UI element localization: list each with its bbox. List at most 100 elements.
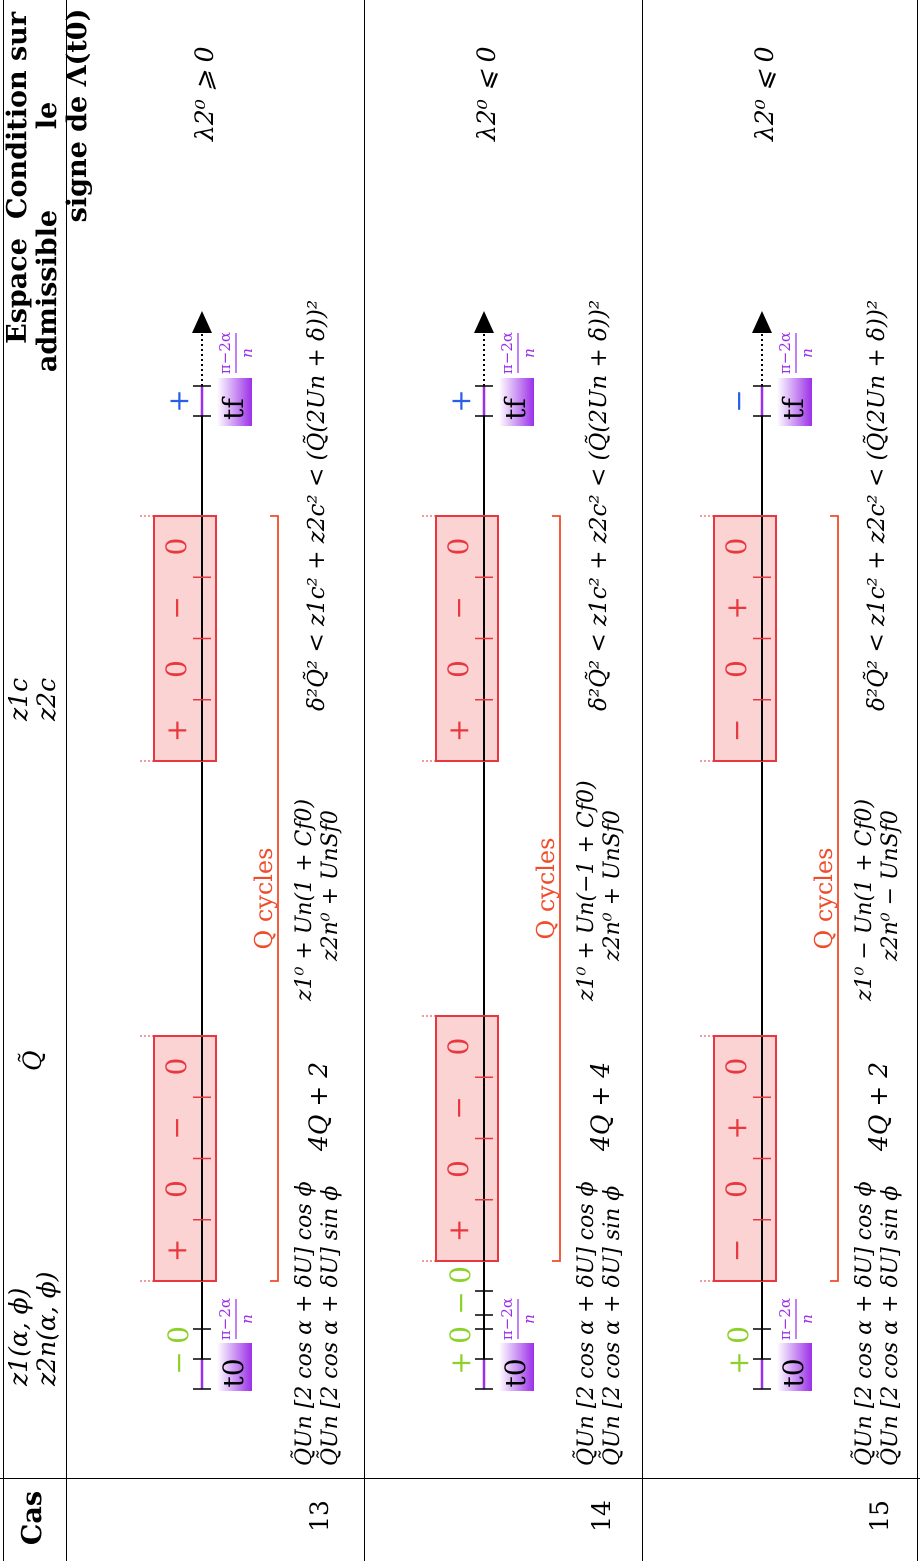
cycles-bracket xyxy=(830,515,839,1282)
t0-label: t0 xyxy=(499,1358,532,1387)
arrow-head-icon xyxy=(474,311,494,333)
cycle-sign: 0 xyxy=(442,660,475,678)
header-qtilde: Q̃ xyxy=(18,1050,47,1072)
espace-expression: δ²Q̃² < z1c² + z2c² < (Q̃(2Un + δ))² xyxy=(864,299,890,711)
end-sign: − xyxy=(722,389,755,412)
z1-expression: Q̃Un [2 cos α + δU] cos ϕ xyxy=(292,1181,317,1466)
timeline-diagram: t0 π−2α n tf π−2α n − 0 +0 − 0 +0 − 0 Q cycles + xyxy=(138,311,279,1391)
cycle-sign: + xyxy=(442,719,475,742)
cycles-bracket xyxy=(552,515,561,1262)
green-sign: 0 xyxy=(444,1326,477,1344)
zc1-expression: z1⁰ − Un(1 + Cf0) xyxy=(852,798,877,1001)
cycle-sign: 0 xyxy=(720,538,753,556)
table-row: t0 π−2α n tf π−2α n +0 − 0 +0 − 0 +0 − 0 Q cycles +14 Q̃U… xyxy=(372,0,642,1561)
row-separator xyxy=(364,0,365,1561)
green-sign: 0 xyxy=(444,1266,477,1284)
cycles-bracket xyxy=(270,515,279,1282)
header-condition-line1: Condition sur le xyxy=(2,11,63,220)
header-zc2: z2c xyxy=(32,677,61,721)
z2-expression: Q̃Un [2 cos α + δU] sin ϕ xyxy=(878,1185,903,1466)
tf-label: tf xyxy=(499,396,532,420)
t0-fraction-numerator: π−2α xyxy=(776,1298,794,1340)
tf-fraction-denominator: n xyxy=(520,348,538,358)
timeline-diagram: t0 π−2α n tf π−2α n +0 − 0 +0 − 0 +0 Q cycles − xyxy=(698,311,839,1391)
timeline-diagram: t0 π−2α n tf π−2α n +0 − 0 +0 − 0 +0 − 0 Q cycles + xyxy=(420,311,561,1391)
cycles-label: Q cycles xyxy=(250,848,278,950)
cycle-sign: + xyxy=(442,1219,475,1242)
tf-duration-box xyxy=(217,378,252,426)
cycle-sign: + xyxy=(160,719,193,742)
z1-expression: Q̃Un [2 cos α + δU] cos ϕ xyxy=(574,1181,599,1466)
z1-expression: Q̃Un [2 cos α + δU] cos ϕ xyxy=(852,1181,877,1466)
cycle-sign: − xyxy=(442,596,475,619)
cycle-sign: 0 xyxy=(720,1058,753,1076)
espace-expression: δ²Q̃² < z1c² + z2c² < (Q̃(2Un + δ))² xyxy=(586,299,612,711)
header-rule xyxy=(66,0,67,1561)
zc2-expression: z2n⁰ − UnSf0 xyxy=(878,810,903,961)
tf-fraction-numerator: π−2α xyxy=(776,332,794,374)
arrow-head-icon xyxy=(192,311,212,333)
qtilde-value: 4Q + 2 xyxy=(864,1061,893,1151)
cycles-label: Q cycles xyxy=(532,838,560,940)
t0-fraction-denominator: n xyxy=(238,1314,256,1324)
cycle-sign: 0 xyxy=(160,1058,193,1076)
end-sign: + xyxy=(162,389,195,412)
green-sign: 0 xyxy=(722,1326,755,1344)
qtilde-value: 4Q + 4 xyxy=(586,1061,615,1151)
cycle-sign: 0 xyxy=(442,1038,475,1056)
green-sign: + xyxy=(444,1351,477,1374)
tf-label: tf xyxy=(217,396,250,420)
zc2-expression: z2n⁰ + UnSf0 xyxy=(318,810,343,961)
green-sign: − xyxy=(162,1351,195,1374)
espace-expression: δ²Q̃² < z1c² + z2c² < (Q̃(2Un + δ))² xyxy=(304,299,330,711)
cycle-sign: 0 xyxy=(442,538,475,556)
green-sign: − xyxy=(444,1291,477,1314)
cycle-sign: 0 xyxy=(160,660,193,678)
green-sign: + xyxy=(722,1351,755,1374)
cycle-sign: + xyxy=(720,1116,753,1139)
tf-duration-box xyxy=(777,378,812,426)
cycle-sign: 0 xyxy=(160,538,193,556)
cycle-sign: 0 xyxy=(720,660,753,678)
header-condition-line2: signe de Λ(t0) xyxy=(62,8,93,223)
t0-fraction-numerator: π−2α xyxy=(498,1298,516,1340)
tf-duration-box xyxy=(499,378,534,426)
cycle-sign: − xyxy=(442,1096,475,1119)
header-zc1: z1c xyxy=(4,677,33,721)
cas-value: 15 xyxy=(865,1500,894,1532)
cas-value: 13 xyxy=(305,1500,334,1532)
tf-label: tf xyxy=(777,396,810,420)
row-separator xyxy=(642,0,643,1561)
green-sign: 0 xyxy=(162,1326,195,1344)
t0-fraction-denominator: n xyxy=(798,1314,816,1324)
cycle-sign: 0 xyxy=(442,1160,475,1178)
cycle-sign: 0 xyxy=(160,1180,193,1198)
table-row: t0 π−2α n tf π−2α n +0 − 0 +0 − 0 +0 Q cycles − 15 Q̃Un … xyxy=(650,0,920,1561)
t0-fraction-denominator: n xyxy=(520,1314,538,1324)
condition-value: λ2⁰ ⩽ 0 xyxy=(750,46,779,141)
cycle-sign: − xyxy=(720,719,753,742)
cas-value: 14 xyxy=(587,1500,616,1532)
tf-fraction-numerator: π−2α xyxy=(216,332,234,374)
z2-expression: Q̃Un [2 cos α + δU] sin ϕ xyxy=(318,1185,343,1466)
t0-label: t0 xyxy=(217,1358,250,1387)
t0-duration-box xyxy=(777,1343,812,1391)
t0-duration-box xyxy=(217,1343,252,1391)
cycle-sign: + xyxy=(160,1239,193,1262)
header-condition: Condition sur le signe de Λ(t0) xyxy=(2,0,93,231)
header-cas: Cas xyxy=(17,1490,48,1546)
tf-fraction-denominator: n xyxy=(238,348,256,358)
arrow-head-icon xyxy=(752,311,772,333)
cycle-sign: 0 xyxy=(720,1180,753,1198)
cycle-sign: − xyxy=(160,1116,193,1139)
condition-value: λ2⁰ ⩽ 0 xyxy=(472,46,501,141)
t0-label: t0 xyxy=(777,1358,810,1387)
t0-fraction-numerator: π−2α xyxy=(216,1298,234,1340)
cycles-label: Q cycles xyxy=(810,848,838,950)
header-z1: z1(α, ϕ) xyxy=(4,1287,33,1386)
cycle-sign: + xyxy=(720,596,753,619)
z2-expression: Q̃Un [2 cos α + δU] sin ϕ xyxy=(600,1185,625,1466)
tf-fraction-denominator: n xyxy=(798,348,816,358)
qtilde-value: 4Q + 2 xyxy=(304,1061,333,1151)
